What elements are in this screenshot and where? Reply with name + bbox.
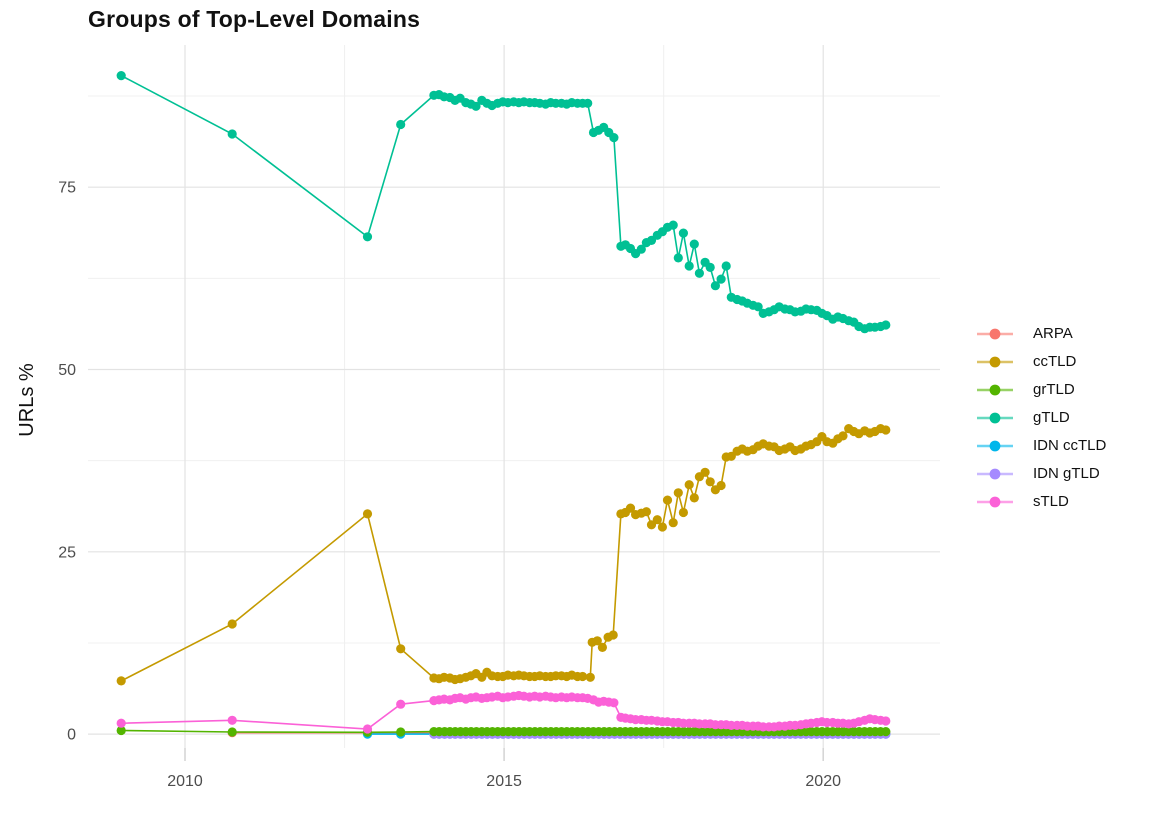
y-tick-label: 50 [58,362,76,379]
legend-label: gTLD [1033,409,1070,426]
y-tick-label: 25 [58,544,76,561]
legend-key-icon [977,328,1013,339]
y-axis-title: URLs % [16,363,38,437]
data-point-cctld [625,503,636,513]
data-point-cctld [700,467,710,477]
data-point-cctld [668,518,678,528]
data-point-stld [881,716,891,726]
legend: ARPA ccTLD grTLD gTLD IDN ccTLD IDN gTLD sTLD [977,323,1106,519]
data-point-gtld [116,71,126,81]
data-point-gtld [694,268,705,278]
legend-label: IDN ccTLD [1033,437,1107,454]
data-point-gtld [636,244,646,254]
data-point-gtld [609,133,619,143]
x-tick-label: 2020 [805,773,841,790]
data-point-cctld [657,522,668,532]
data-point-grtld [396,727,406,737]
data-point-gtld [689,239,699,249]
legend-key-icon [977,384,1013,395]
legend-label: grTLD [1033,381,1075,398]
legend-item-gtld: gTLD [977,407,1106,428]
data-point-grtld [881,727,891,737]
legend-item-grtld: grTLD [977,379,1106,400]
legend-item-cctld: ccTLD [977,351,1106,372]
data-point-cctld [684,480,694,490]
data-point-cctld [881,425,891,435]
data-point-cctld [585,672,595,682]
legend-label: ARPA [1033,325,1073,342]
series-line-gtld [120,74,887,330]
legend-item-idn-gtld: IDN gTLD [977,463,1106,484]
data-point-cctld [838,431,848,441]
x-tick-label: 2010 [167,773,203,790]
data-point-stld [362,724,373,734]
data-point-gtld [583,98,593,108]
data-point-gtld [471,101,481,111]
legend-label: IDN gTLD [1033,465,1100,482]
legend-key-icon [977,496,1013,507]
legend-key-icon [977,468,1013,479]
data-point-cctld [116,676,126,686]
chart-title: Groups of Top-Level Domains [88,6,421,32]
data-point-cctld [227,619,237,629]
data-point-gtld [721,261,731,271]
data-point-cctld [641,507,652,517]
data-point-cctld [678,507,689,518]
data-point-cctld [705,477,715,487]
legend-item-arpa: ARPA [977,323,1106,344]
data-point-cctld [716,480,726,491]
data-point-cctld [578,671,588,682]
data-point-gtld [678,228,689,238]
legend-label: ccTLD [1033,353,1077,370]
data-point-gtld [362,232,373,242]
data-point-gtld [705,262,715,272]
data-point-cctld [597,642,608,653]
data-point-gtld [753,302,763,312]
data-point-cctld [362,509,373,519]
data-point-gtld [881,320,891,330]
data-point-stld [116,718,126,728]
data-point-gtld [684,261,694,271]
data-point-cctld [673,488,683,498]
legend-key-icon [977,356,1013,367]
data-point-grtld [116,725,126,736]
data-point-cctld [608,630,618,640]
data-point-gtld [227,129,237,139]
legend-item-stld: sTLD [977,491,1106,512]
data-point-stld [609,698,619,708]
data-point-gtld [716,274,726,284]
data-point-cctld [662,495,673,505]
data-point-cctld [396,644,406,654]
data-point-cctld [652,515,662,525]
data-point-stld [396,699,406,709]
legend-label: sTLD [1033,493,1069,510]
data-point-grtld [227,727,237,737]
data-point-gtld [673,253,683,263]
legend-key-icon [977,440,1013,451]
data-point-stld [227,715,237,725]
y-tick-label: 75 [58,180,76,197]
data-point-gtld [396,119,406,130]
legend-key-icon [977,412,1013,423]
data-point-cctld [592,636,602,646]
data-point-gtld [710,281,721,291]
data-point-cctld [689,493,699,503]
x-tick-label: 2015 [486,773,522,790]
data-point-gtld [668,220,678,230]
legend-item-idn-cctld: IDN ccTLD [977,435,1106,456]
y-tick-label: 0 [67,727,76,744]
